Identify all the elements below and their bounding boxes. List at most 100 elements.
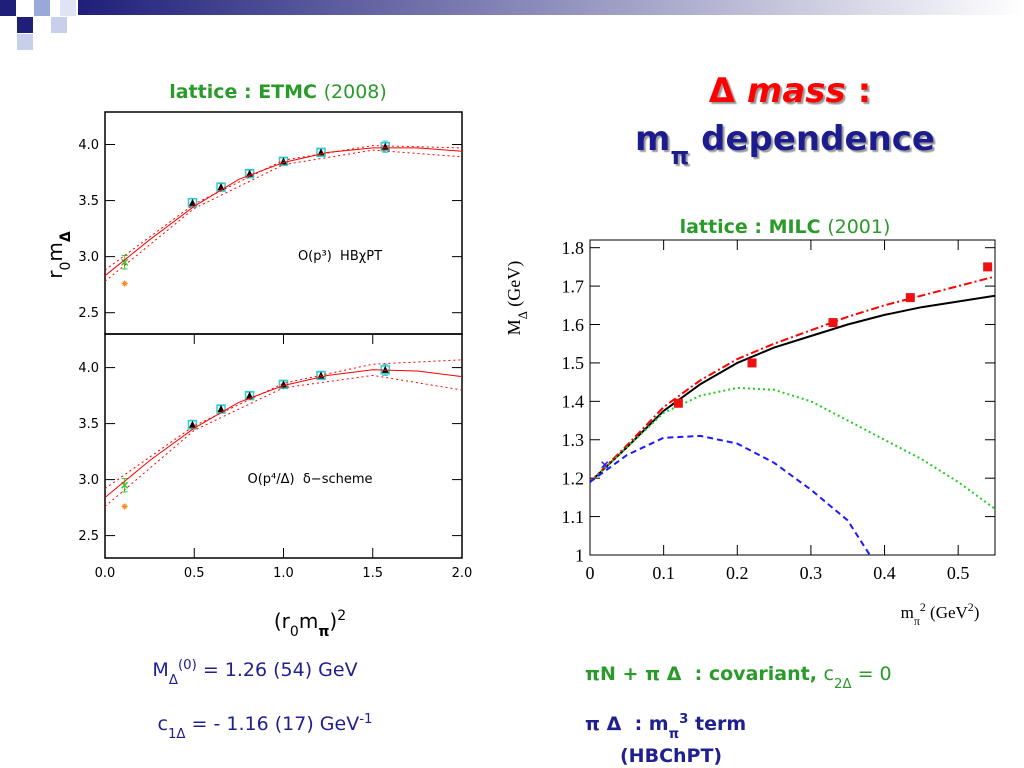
text-part: (0): [178, 658, 197, 673]
text-part: ): [329, 609, 337, 633]
text-part: c: [824, 663, 834, 685]
slide-subtitle: mπ dependence: [635, 119, 935, 170]
marker: [121, 503, 128, 510]
marker: [217, 183, 225, 191]
slide-title: Δ mass :: [709, 71, 871, 111]
text-part: π: [318, 624, 329, 640]
marker: [673, 398, 683, 408]
y-tick-label: 1.5: [562, 353, 585, 373]
chart: lattice : ETMC (2008) r0mΔ O(p³) HBχPT 2.5 3…: [43, 81, 463, 335]
y-tick-label: 1: [575, 545, 584, 565]
y-tick-label: 3.0: [78, 473, 99, 488]
text-part: M: [152, 659, 168, 681]
marker: [828, 318, 838, 328]
text-part: (GeV: [926, 603, 969, 622]
annotation: O(p³) HBχPT: [298, 249, 382, 264]
text-part: = 1.26 (54) GeV: [197, 659, 358, 681]
fit-curve: [590, 294, 995, 483]
text-part: Δ: [709, 71, 747, 111]
text-part: 1Δ: [168, 727, 186, 742]
x-tick-label: 0.3: [800, 563, 823, 583]
chart: lattice : MILC (2001)MΔ (GeV)mπ2 (GeV2)1…: [504, 216, 996, 628]
text-part: Δ: [58, 231, 74, 242]
x-axis-label: (r0mπ)2: [274, 608, 346, 640]
text-part: m: [299, 609, 318, 633]
marker: [121, 258, 129, 266]
result-c1: c1Δ = - 1.16 (17) GeV-1: [158, 712, 373, 742]
text-part: 0: [58, 262, 74, 271]
x-tick-label: 0.2: [726, 563, 749, 583]
y-tick-label: 3.5: [78, 417, 99, 432]
x-tick-label: 2.0: [452, 566, 473, 581]
data-point: [983, 262, 993, 272]
text-part: M: [504, 319, 524, 335]
text-part: (2001): [827, 216, 890, 238]
y-tick-label: 1.2: [562, 468, 585, 488]
text-part: (r: [274, 609, 291, 633]
fit-curve: [105, 145, 462, 271]
text-part: 3: [679, 712, 688, 727]
annotation: O(p⁴/Δ) δ−scheme: [247, 472, 372, 487]
marker: [217, 405, 225, 413]
fit-curve: [105, 374, 462, 507]
fit-curve: [105, 147, 462, 277]
x-tick-label: 0: [586, 563, 595, 583]
chart-title: lattice : ETMC (2008): [169, 81, 387, 103]
text-part: lattice : ETMC: [169, 81, 323, 103]
fit-curve: [590, 275, 995, 483]
fit-curve: [105, 369, 462, 498]
fit-curve: [105, 149, 462, 282]
y-tick-label: 1.8: [562, 238, 585, 258]
y-tick-label: 3.0: [78, 250, 99, 265]
x-tick-label: 1.5: [362, 566, 383, 581]
y-tick-label: 1.3: [562, 430, 585, 450]
y-tick-label: 1.7: [562, 276, 585, 296]
x-tick-label: 0.4: [873, 563, 896, 583]
y-tick-label: 4.0: [78, 361, 99, 376]
plot-frame: [589, 239, 996, 556]
text-part: m: [43, 242, 67, 261]
note-hbchpt: (HBChPT): [620, 745, 722, 767]
x-tick-label: 0.1: [652, 563, 675, 583]
y-tick-label: 1.1: [562, 507, 585, 527]
text-part: :: [846, 71, 871, 111]
text-part: term: [688, 713, 746, 735]
data-point: [121, 280, 128, 287]
text-part: ): [974, 603, 980, 622]
marker: [381, 365, 389, 373]
data-point: [601, 461, 609, 469]
data-point: [121, 255, 129, 270]
marker: [121, 280, 128, 287]
data-point: [121, 503, 128, 510]
x-tick-label: 1.0: [273, 566, 294, 581]
marker: [983, 262, 993, 272]
note-covariant: πN + π Δ : covariant, c2Δ = 0: [585, 663, 892, 692]
data-point: [747, 358, 757, 368]
text-part: = 0: [852, 663, 892, 685]
text-part: = - 1.16 (17) GeV: [186, 713, 360, 735]
result-mass: MΔ(0) = 1.26 (54) GeV: [152, 658, 357, 688]
marker: [747, 358, 757, 368]
x-tick-label: 0.0: [95, 566, 116, 581]
text-part: 2Δ: [834, 677, 852, 692]
y-tick-label: 2.5: [78, 306, 99, 321]
text-part: πN + π Δ : covariant,: [585, 663, 824, 685]
text-part: -1: [359, 712, 372, 727]
x-axis-label: mπ2 (GeV2): [901, 600, 980, 628]
y-tick-label: 1.6: [562, 315, 585, 335]
marker: [905, 293, 915, 303]
x-tick-label: 0.5: [947, 563, 970, 583]
marker: [601, 461, 609, 469]
data-point: [828, 318, 838, 328]
text-part: mass: [747, 71, 846, 111]
marker: [188, 420, 196, 428]
text-part: π: [914, 614, 920, 628]
y-tick-label: 3.5: [78, 194, 99, 209]
text-part: 2: [968, 600, 974, 614]
text-part: lattice : MILC: [680, 216, 828, 238]
y-axis-label: MΔ (GeV): [504, 261, 530, 336]
text-part: π: [669, 727, 680, 742]
y-tick-label: 1.4: [562, 392, 585, 412]
